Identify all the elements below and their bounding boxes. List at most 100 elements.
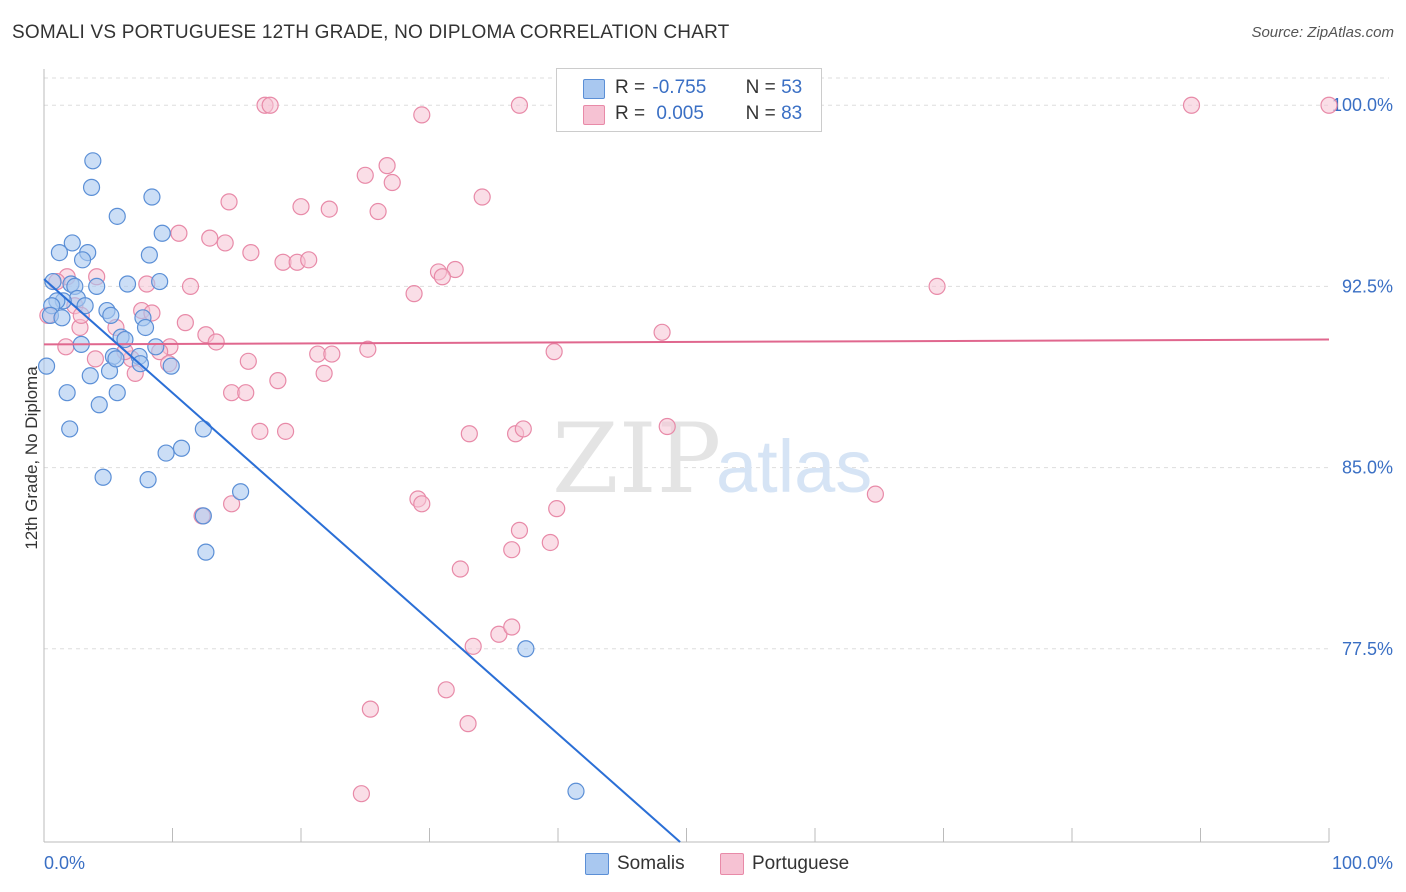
portuguese-point bbox=[503, 618, 521, 636]
portuguese-point bbox=[658, 417, 676, 436]
watermark-zip: ZIP bbox=[552, 403, 721, 515]
portuguese-point bbox=[433, 268, 451, 286]
somali-point bbox=[108, 207, 126, 225]
portuguese-point bbox=[269, 372, 287, 390]
portuguese-point bbox=[369, 202, 387, 221]
somali-point bbox=[82, 178, 101, 196]
portuguese-point bbox=[503, 541, 521, 559]
y-tick-labels: 100.0% 92.5% 85.0% 77.5% bbox=[1332, 95, 1393, 659]
somali-point bbox=[140, 246, 158, 264]
portuguese-point bbox=[383, 173, 401, 192]
portuguese-point bbox=[928, 277, 946, 296]
portuguese-point bbox=[261, 96, 279, 114]
somali-point bbox=[107, 350, 125, 368]
portuguese-point bbox=[292, 198, 310, 216]
somali-point bbox=[194, 420, 212, 438]
somali-point bbox=[157, 444, 175, 462]
somali-swatch bbox=[583, 79, 605, 99]
somali-point bbox=[84, 152, 102, 170]
portuguese-point bbox=[1320, 96, 1338, 114]
somali-point bbox=[118, 275, 137, 293]
y-tick-label: 100.0% bbox=[1332, 95, 1393, 115]
x-tick-label-max: 100.0% bbox=[1332, 853, 1393, 873]
portuguese-point bbox=[320, 200, 338, 218]
portuguese-point bbox=[446, 260, 464, 279]
somali-point bbox=[194, 507, 212, 525]
somali-point bbox=[88, 277, 106, 296]
portuguese-point bbox=[413, 495, 431, 513]
somali-point bbox=[81, 367, 99, 385]
portuguese-point bbox=[510, 521, 529, 539]
portuguese-legend-label: Portuguese bbox=[752, 853, 850, 874]
portuguese-n-value: 83 bbox=[781, 103, 803, 124]
portuguese-point bbox=[251, 422, 269, 440]
y-tick-label: 85.0% bbox=[1342, 458, 1393, 478]
somali-point bbox=[58, 384, 76, 402]
somali-trend-line bbox=[43, 278, 681, 843]
portuguese-r-value: 0.005 bbox=[656, 103, 704, 124]
portuguese-swatch bbox=[583, 105, 605, 125]
portuguese-point bbox=[201, 229, 219, 247]
portuguese-point bbox=[490, 625, 508, 643]
somali-point bbox=[76, 297, 94, 315]
portuguese-point bbox=[300, 251, 318, 269]
somali-point bbox=[50, 243, 69, 262]
portuguese-point bbox=[413, 106, 431, 124]
portuguese-point bbox=[242, 243, 260, 262]
portuguese-point bbox=[359, 340, 377, 358]
portuguese-point bbox=[510, 96, 529, 114]
portuguese-point bbox=[239, 352, 257, 370]
portuguese-legend-swatch bbox=[720, 853, 744, 875]
chart-title: SOMALI VS PORTUGUESE 12TH GRADE, NO DIPL… bbox=[12, 22, 730, 43]
portuguese-point bbox=[176, 314, 194, 332]
portuguese-point bbox=[216, 234, 234, 252]
portuguese-point bbox=[237, 384, 255, 402]
axes bbox=[43, 69, 1330, 843]
portuguese-point bbox=[181, 277, 200, 296]
somali-point bbox=[567, 782, 585, 800]
trend-lines bbox=[43, 278, 1330, 843]
somali-point bbox=[172, 439, 191, 457]
portuguese-point bbox=[437, 681, 455, 699]
somali-point bbox=[37, 357, 56, 375]
somali-points bbox=[37, 152, 585, 800]
portuguese-point bbox=[1182, 96, 1201, 114]
portuguese-point bbox=[207, 333, 225, 351]
somali-point bbox=[143, 188, 161, 206]
portuguese-point bbox=[361, 700, 379, 718]
portuguese-point bbox=[545, 343, 563, 361]
portuguese-point bbox=[223, 495, 241, 513]
somali-point bbox=[61, 420, 79, 438]
somali-point bbox=[139, 471, 157, 489]
somali-point bbox=[151, 272, 169, 291]
portuguese-point bbox=[451, 560, 469, 578]
somali-r-value: -0.755 bbox=[652, 77, 707, 98]
portuguese-point bbox=[866, 485, 884, 503]
somali-point bbox=[53, 309, 71, 327]
portuguese-point bbox=[459, 715, 477, 733]
portuguese-point bbox=[460, 425, 478, 443]
portuguese-point bbox=[86, 350, 105, 368]
portuguese-point bbox=[405, 285, 423, 303]
portuguese-point bbox=[315, 364, 333, 382]
somali-point bbox=[153, 224, 171, 242]
portuguese-point bbox=[514, 420, 532, 438]
portuguese-point bbox=[473, 188, 491, 206]
somali-point bbox=[232, 483, 250, 501]
y-tick-label: 92.5% bbox=[1342, 276, 1393, 296]
portuguese-point bbox=[323, 345, 341, 363]
somali-point bbox=[162, 357, 180, 375]
somali-point bbox=[517, 640, 535, 658]
somali-point bbox=[197, 543, 215, 561]
portuguese-point bbox=[653, 323, 671, 341]
portuguese-point bbox=[548, 500, 566, 518]
somali-point bbox=[73, 251, 92, 269]
somali-point bbox=[147, 338, 165, 356]
somali-point bbox=[44, 272, 62, 291]
stats-legend: R = -0.755 N = 53 R = 0.005 N = 83 bbox=[556, 68, 822, 132]
source-label: Source: ZipAtlas.com bbox=[1251, 24, 1394, 41]
somali-legend-label: Somalis bbox=[617, 853, 685, 874]
x-tick-label-min: 0.0% bbox=[44, 853, 85, 873]
portuguese-point bbox=[276, 422, 295, 440]
somali-n-label: N = bbox=[745, 77, 776, 98]
